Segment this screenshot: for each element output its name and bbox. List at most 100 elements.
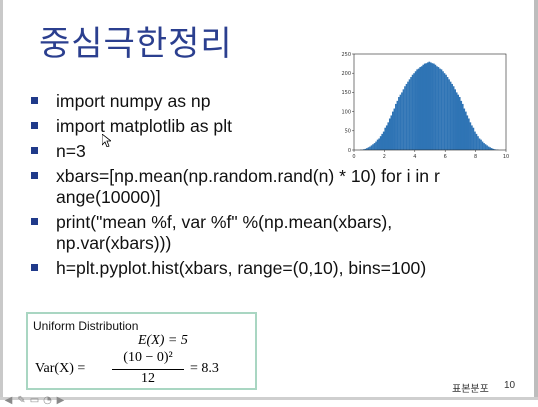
- histogram-bar: [412, 75, 414, 150]
- histogram-bar: [389, 119, 391, 150]
- fraction-numerator: (10 − 0)²: [110, 350, 186, 366]
- histogram-bar: [386, 125, 388, 150]
- histogram-bar: [394, 109, 396, 150]
- histogram-bar: [470, 122, 472, 150]
- slide-title: 중심극한정리: [39, 16, 233, 65]
- y-tick-label: 50: [345, 129, 351, 135]
- histogram-bar: [419, 67, 421, 150]
- histogram-bar: [453, 86, 455, 150]
- histogram-bar: [407, 82, 409, 150]
- histogram-bar: [397, 101, 399, 150]
- histogram-bar: [463, 109, 465, 150]
- histogram-bar: [372, 144, 374, 150]
- histogram-bar: [483, 143, 485, 150]
- histogram-bar: [447, 77, 449, 150]
- bullet-square-icon: [31, 147, 38, 154]
- histogram-bar: [377, 140, 379, 150]
- y-tick-label: 0: [348, 148, 351, 154]
- histogram-bar: [390, 115, 392, 150]
- histogram-bar: [462, 104, 464, 150]
- histogram-bar: [422, 65, 424, 150]
- histogram-bar: [375, 142, 377, 150]
- y-tick-label: 100: [341, 109, 351, 115]
- histogram-bar: [421, 66, 423, 150]
- histogram-bar: [368, 147, 370, 150]
- histogram-bar: [438, 67, 440, 150]
- histogram-bar: [456, 92, 458, 150]
- footer-section-label: 표본분포: [452, 380, 489, 395]
- x-tick-label: 4: [413, 154, 416, 160]
- mouse-cursor-icon: [102, 134, 111, 147]
- histogram-bar: [485, 144, 487, 150]
- slideshow-nav-bar: ◀✎▭◔▶: [3, 388, 75, 399]
- y-tick-label: 250: [341, 52, 351, 58]
- histogram-bar: [409, 79, 411, 150]
- histogram-bar: [480, 140, 482, 150]
- histogram-bar: [433, 64, 435, 150]
- bullet-item: print("mean %f, var %f" %(np.mean(xbars)…: [26, 212, 496, 254]
- variance-fraction: (10 − 0)² 12: [110, 350, 186, 390]
- fraction-bar: [112, 369, 184, 370]
- histogram-bar: [476, 134, 478, 150]
- histogram-bar: [482, 142, 484, 150]
- histogram-bar: [425, 63, 427, 150]
- bullet-square-icon: [31, 218, 38, 225]
- histogram-bar: [383, 132, 385, 150]
- slides-icon[interactable]: ▭: [29, 396, 40, 406]
- histogram-bar: [369, 147, 371, 150]
- histogram-bar: [424, 64, 426, 150]
- histogram-bar: [378, 138, 380, 150]
- histogram-bar: [450, 82, 452, 150]
- x-tick-label: 6: [444, 154, 447, 160]
- expectation-formula: E(X) = 5: [138, 333, 188, 349]
- histogram-bar: [454, 89, 456, 150]
- histogram-bar: [427, 62, 429, 150]
- histogram-bar: [465, 112, 467, 150]
- histogram-bar: [477, 136, 479, 150]
- bullet-text: h=plt.pyplot.hist(xbars, range=(0,10), b…: [56, 258, 496, 279]
- histogram-bar: [436, 66, 438, 150]
- histogram-bar: [413, 73, 415, 150]
- uniform-distribution-box: Uniform Distribution E(X) = 5 Var(X) = (…: [26, 312, 257, 390]
- histogram-bar: [445, 75, 447, 150]
- variance-result: = 8.3: [190, 361, 219, 377]
- histogram-bar: [392, 112, 394, 150]
- prev-arrow-icon[interactable]: ◀: [3, 396, 14, 406]
- histogram-bar: [404, 86, 406, 150]
- histogram-bar: [374, 143, 376, 150]
- histogram-bar: [457, 95, 459, 150]
- histogram-bar: [435, 65, 437, 150]
- histogram-bar: [380, 136, 382, 150]
- pen-icon[interactable]: ✎: [16, 396, 27, 406]
- bullet-square-icon: [31, 172, 38, 179]
- histogram-bar: [381, 134, 383, 150]
- histogram-bar: [441, 69, 443, 150]
- formula-box-title: Uniform Distribution: [33, 319, 138, 333]
- histogram-bar: [471, 125, 473, 150]
- bullet-square-icon: [31, 264, 38, 271]
- histogram-bar: [444, 73, 446, 150]
- menu-icon[interactable]: ◔: [42, 396, 53, 406]
- histogram-bar: [410, 77, 412, 150]
- histogram-bar: [486, 145, 488, 150]
- histogram-bar: [473, 128, 475, 150]
- histogram-bar: [428, 62, 430, 150]
- histogram-bar: [384, 128, 386, 150]
- bullet-text: xbars=[np.mean(np.random.rand(n) * 10) f…: [56, 166, 496, 208]
- next-arrow-icon[interactable]: ▶: [55, 396, 66, 406]
- x-tick-label: 8: [474, 154, 477, 160]
- histogram-bar: [448, 79, 450, 150]
- variance-label: Var(X) =: [35, 361, 85, 377]
- right-frame-edge: [534, 0, 538, 400]
- y-tick-label: 200: [341, 71, 351, 77]
- histogram-bar: [418, 69, 420, 150]
- histogram-bar: [460, 101, 462, 150]
- histogram-bar: [430, 62, 432, 150]
- histogram-bar: [401, 92, 403, 150]
- histogram-bar: [459, 97, 461, 150]
- histogram-bar: [432, 63, 434, 150]
- x-tick-label: 2: [383, 154, 386, 160]
- histogram-bar: [416, 69, 418, 150]
- bullet-square-icon: [31, 97, 38, 104]
